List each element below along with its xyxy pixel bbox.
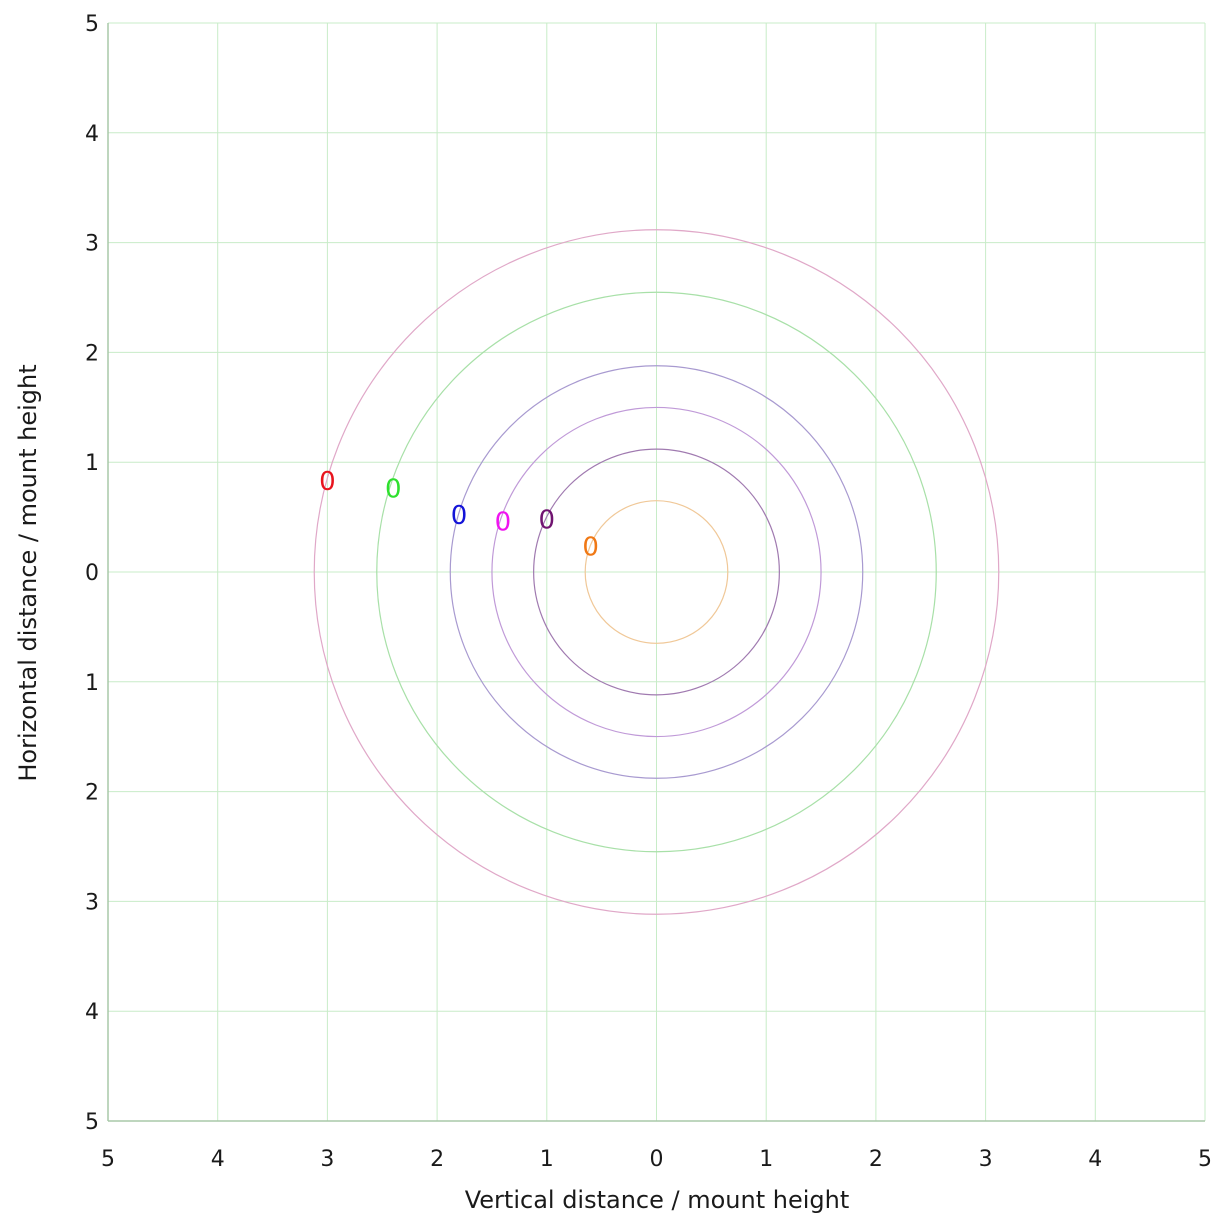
x-tick-label: 1 xyxy=(540,1147,554,1172)
x-axis-label: Vertical distance / mount height xyxy=(465,1186,850,1214)
data-points: 0 00 0 00 xyxy=(319,467,599,563)
range-circle xyxy=(313,229,1000,915)
x-tick-label: 4 xyxy=(211,1147,225,1172)
y-tick-label: 5 xyxy=(85,12,99,37)
data-point-marker: 0 xyxy=(319,467,336,497)
data-point-marker: 0 xyxy=(451,501,468,531)
plot-frame xyxy=(107,23,1205,1122)
range-circle xyxy=(376,291,937,853)
x-tick-label: 3 xyxy=(320,1147,334,1172)
x-tick-label: 0 xyxy=(650,1147,664,1172)
range-circle xyxy=(449,365,864,779)
data-point-marker: 0 xyxy=(582,533,599,563)
grid xyxy=(107,22,1206,1122)
x-tick-label: 4 xyxy=(1088,1147,1102,1172)
x-tick-label: 1 xyxy=(759,1147,773,1172)
x-tick-labels: 5 4 3 2 1 0 1 2 3 4 5 xyxy=(101,1147,1212,1172)
y-tick-label: 1 xyxy=(85,451,99,476)
x-tick-label: 5 xyxy=(1198,1147,1212,1172)
x-tick-label: 5 xyxy=(101,1147,115,1172)
range-circle xyxy=(491,406,822,738)
y-tick-label: 0 xyxy=(85,561,99,586)
y-tick-label: 5 xyxy=(85,1110,99,1135)
y-tick-label: 2 xyxy=(85,781,99,806)
range-circle xyxy=(533,448,780,696)
range-circle xyxy=(584,500,729,644)
data-point-marker: 0 xyxy=(385,475,402,505)
y-tick-label: 2 xyxy=(85,341,99,366)
y-tick-label: 4 xyxy=(85,1000,99,1025)
x-tick-label: 2 xyxy=(869,1147,883,1172)
y-tick-label: 3 xyxy=(85,890,99,915)
y-tick-label: 3 xyxy=(85,232,99,257)
y-tick-label: 4 xyxy=(85,122,99,147)
data-point-marker: 0 xyxy=(539,505,556,535)
x-tick-label: 2 xyxy=(430,1147,444,1172)
range-circles xyxy=(313,229,1000,915)
x-tick-label: 3 xyxy=(979,1147,993,1172)
y-tick-labels: 5 4 3 2 1 0 1 2 3 4 5 xyxy=(85,12,99,1135)
y-axis-label: Horizontal distance / mount height xyxy=(14,364,42,781)
data-point-marker: 0 xyxy=(495,507,512,537)
y-tick-label: 1 xyxy=(85,671,99,696)
